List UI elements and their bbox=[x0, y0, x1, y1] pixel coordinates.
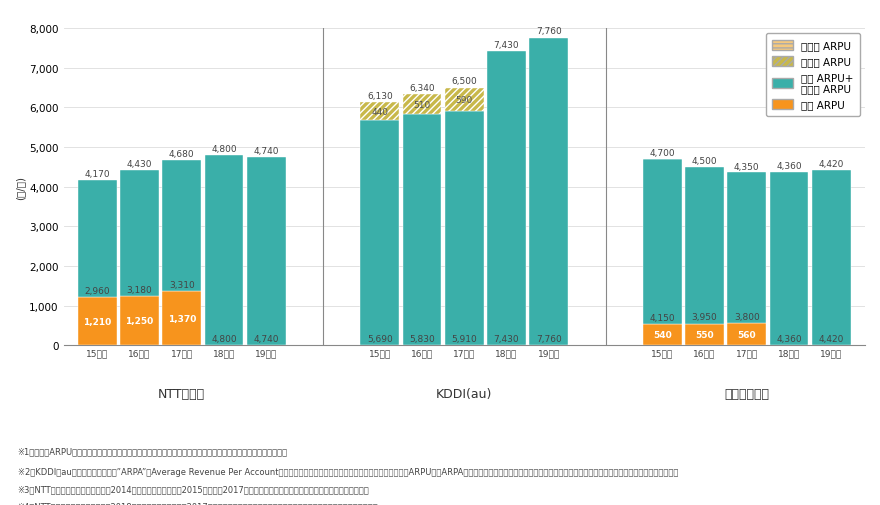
Legend: その他 ARPU, データ ARPU, 音声 ARPU+
データ ARPU, 音声 ARPU: その他 ARPU, データ ARPU, 音声 ARPU+ データ ARPU, 音… bbox=[766, 34, 860, 116]
Bar bbox=[643, 324, 682, 346]
Y-axis label: (円/月): (円/月) bbox=[15, 175, 25, 199]
Bar bbox=[361, 121, 400, 346]
Text: 1,210: 1,210 bbox=[84, 317, 112, 326]
Text: 4,420: 4,420 bbox=[818, 334, 844, 343]
Text: ※4　NTTドコモ及びソフトバンクの2018年度の数値は、それぞれ2017年度までの数値から表示方法が変更されているため、比較には注意が必要。: ※4 NTTドコモ及びソフトバンクの2018年度の数値は、それぞれ2017年度ま… bbox=[18, 501, 378, 505]
Text: 4,740: 4,740 bbox=[253, 147, 279, 156]
Text: 3,800: 3,800 bbox=[734, 313, 759, 321]
Text: NTTドコモ: NTTドコモ bbox=[158, 387, 205, 400]
Text: 5,830: 5,830 bbox=[409, 334, 435, 343]
Text: 4,740: 4,740 bbox=[253, 334, 279, 343]
Text: 4,680: 4,680 bbox=[169, 149, 194, 158]
Bar bbox=[361, 103, 400, 121]
Text: 3,950: 3,950 bbox=[692, 313, 717, 322]
Text: 3,310: 3,310 bbox=[169, 280, 194, 289]
Text: 4,500: 4,500 bbox=[692, 157, 717, 166]
Text: 540: 540 bbox=[653, 331, 671, 339]
Bar bbox=[162, 291, 202, 346]
Bar bbox=[643, 160, 682, 324]
Text: 4,700: 4,700 bbox=[649, 148, 675, 158]
Text: KDDI(au): KDDI(au) bbox=[436, 387, 493, 400]
Text: 4,350: 4,350 bbox=[734, 163, 759, 171]
Bar bbox=[812, 171, 851, 346]
Text: 6,500: 6,500 bbox=[451, 77, 477, 86]
Text: 5,910: 5,910 bbox=[451, 334, 477, 343]
Text: 7,760: 7,760 bbox=[536, 334, 561, 343]
Text: ※1　各社のARPUは、各社ごとの基準で算出、公表されているもの。同一の計算方法で算出されたものではない。: ※1 各社のARPUは、各社ごとの基準で算出、公表されているもの。同一の計算方法… bbox=[18, 447, 288, 456]
Text: ※2　KDDI（au）の数値はいずれも”ARPA”（Average Revenue Per Account）の数値を引用したもの。２０１４年度の数値について、A: ※2 KDDI（au）の数値はいずれも”ARPA”（Average Revenu… bbox=[18, 467, 678, 476]
Bar bbox=[487, 52, 526, 346]
Text: 560: 560 bbox=[737, 330, 756, 339]
Text: 4,170: 4,170 bbox=[84, 170, 110, 178]
Text: 440: 440 bbox=[371, 107, 388, 116]
Bar bbox=[403, 95, 442, 115]
Text: 4,430: 4,430 bbox=[127, 159, 152, 168]
Bar bbox=[529, 38, 568, 346]
Text: 4,360: 4,360 bbox=[776, 334, 802, 343]
Text: 4,420: 4,420 bbox=[818, 160, 844, 169]
Text: 4,800: 4,800 bbox=[211, 334, 237, 343]
Text: ※3　NTTドコモ及びソフトバンクの2014年度の数値について、2015年度から2017年度までの数値と条件を揃えるために数値を修正した。: ※3 NTTドコモ及びソフトバンクの2014年度の数値について、2015年度から… bbox=[18, 485, 370, 494]
Text: 7,760: 7,760 bbox=[536, 27, 561, 36]
Bar bbox=[403, 115, 442, 346]
Bar bbox=[728, 324, 766, 346]
Text: 6,340: 6,340 bbox=[409, 84, 435, 92]
Bar bbox=[204, 156, 244, 346]
Text: 5,690: 5,690 bbox=[367, 334, 392, 343]
Text: 510: 510 bbox=[414, 100, 430, 110]
Bar bbox=[120, 296, 159, 346]
Bar bbox=[686, 324, 724, 346]
Text: 590: 590 bbox=[456, 95, 473, 105]
Text: 3,180: 3,180 bbox=[127, 285, 152, 294]
Bar bbox=[445, 112, 484, 346]
Bar bbox=[445, 88, 484, 112]
Text: 7,430: 7,430 bbox=[494, 40, 519, 49]
Text: 4,800: 4,800 bbox=[211, 144, 237, 154]
Bar bbox=[78, 181, 117, 298]
Bar bbox=[120, 170, 159, 296]
Text: 1,370: 1,370 bbox=[167, 314, 196, 323]
Bar bbox=[162, 161, 202, 291]
Text: 4,360: 4,360 bbox=[776, 162, 802, 171]
Bar bbox=[686, 168, 724, 324]
Text: ソフトバンク: ソフトバンク bbox=[724, 387, 769, 400]
Bar bbox=[78, 298, 117, 346]
Text: 2,960: 2,960 bbox=[84, 287, 110, 295]
Text: 6,130: 6,130 bbox=[367, 92, 392, 101]
Text: 4,150: 4,150 bbox=[649, 313, 675, 322]
Bar bbox=[246, 158, 286, 346]
Text: 1,250: 1,250 bbox=[125, 317, 154, 325]
Bar bbox=[770, 173, 809, 346]
Text: 550: 550 bbox=[695, 330, 714, 339]
Text: 7,430: 7,430 bbox=[494, 334, 519, 343]
Bar bbox=[728, 173, 766, 324]
